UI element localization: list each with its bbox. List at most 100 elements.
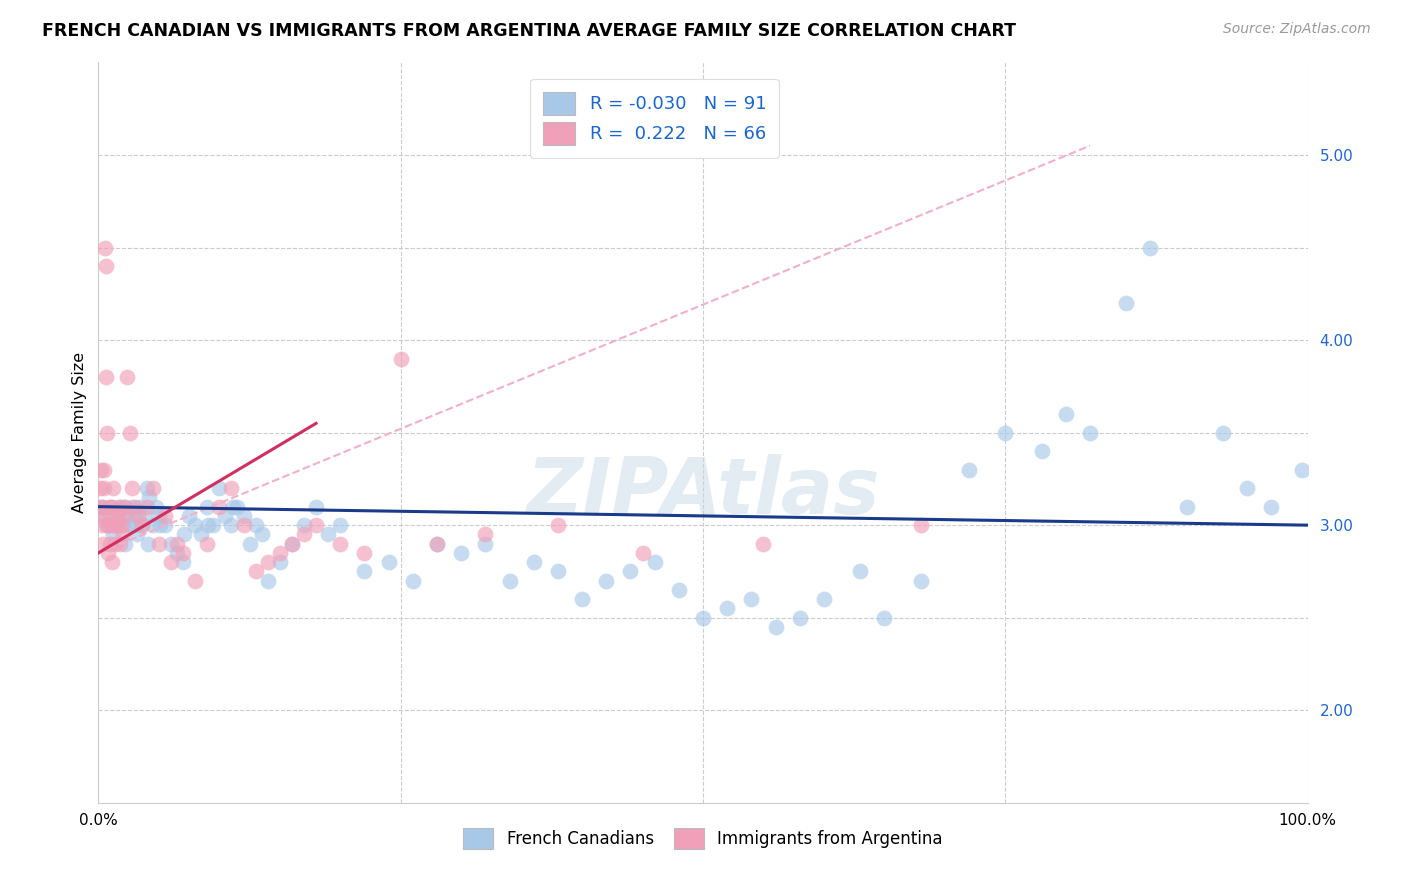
Point [173,527,195,541]
Point [166,536,188,550]
Point [107,508,129,523]
Point [100,518,122,533]
Point [221,518,243,533]
Point [135,481,157,495]
Point [849,565,872,579]
Point [910,518,932,533]
Point [195,500,218,514]
Point [232,508,254,523]
Point [108,500,131,514]
Point [118,425,141,440]
Point [305,500,328,514]
Point [765,620,787,634]
Point [97,546,120,560]
Point [208,481,231,495]
Point [96,518,118,533]
Point [292,527,315,541]
Point [100,500,122,514]
Point [716,601,738,615]
Point [595,574,617,588]
Point [117,370,139,384]
Point [813,592,835,607]
Point [256,574,278,588]
Point [752,536,775,550]
Point [89,500,111,514]
Point [121,500,143,514]
Point [377,555,399,569]
Point [118,518,141,533]
Point [148,536,170,550]
Point [105,508,128,523]
Point [426,536,449,550]
Point [93,462,115,476]
Point [250,527,273,541]
Point [127,508,149,523]
Text: Source: ZipAtlas.com: Source: ZipAtlas.com [1223,22,1371,37]
Point [474,527,496,541]
Point [166,546,188,560]
Point [91,500,114,514]
Point [110,518,132,533]
Point [94,240,117,254]
Point [353,546,375,560]
Point [692,610,714,624]
Point [125,518,148,533]
Point [195,536,218,550]
Point [619,565,641,579]
Point [101,500,124,514]
Point [474,536,496,550]
Point [124,500,146,514]
Point [668,582,690,597]
Point [149,518,172,533]
Point [1212,425,1234,440]
Point [190,527,212,541]
Point [281,536,304,550]
Point [107,508,129,523]
Y-axis label: Average Family Size: Average Family Size [72,352,87,513]
Point [121,481,143,495]
Point [256,555,278,569]
Point [221,481,243,495]
Point [105,518,128,533]
Point [1175,500,1198,514]
Point [90,462,112,476]
Point [91,518,114,533]
Point [97,500,120,514]
Point [138,491,160,505]
Point [547,565,569,579]
Point [145,500,167,514]
Point [142,481,165,495]
Point [245,565,267,579]
Point [131,518,153,533]
Point [269,555,291,569]
Point [208,500,231,514]
Point [221,500,243,514]
Point [111,518,134,533]
Point [108,500,131,514]
Point [389,351,412,366]
Point [179,508,201,523]
Point [104,518,127,533]
Point [1139,240,1161,254]
Point [1260,500,1282,514]
Point [329,518,352,533]
Point [910,574,932,588]
Point [93,481,115,495]
Point [957,462,980,476]
Point [112,500,135,514]
Text: FRENCH CANADIAN VS IMMIGRANTS FROM ARGENTINA AVERAGE FAMILY SIZE CORRELATION CHA: FRENCH CANADIAN VS IMMIGRANTS FROM ARGEN… [42,22,1017,40]
Point [153,518,176,533]
Point [94,259,117,273]
Point [124,508,146,523]
Point [104,536,127,550]
Point [153,508,176,523]
Point [131,518,153,533]
Point [172,555,194,569]
Point [160,555,183,569]
Point [523,555,546,569]
Point [142,518,165,533]
Point [329,536,352,550]
Point [873,610,896,624]
Point [111,527,134,541]
Point [498,574,520,588]
